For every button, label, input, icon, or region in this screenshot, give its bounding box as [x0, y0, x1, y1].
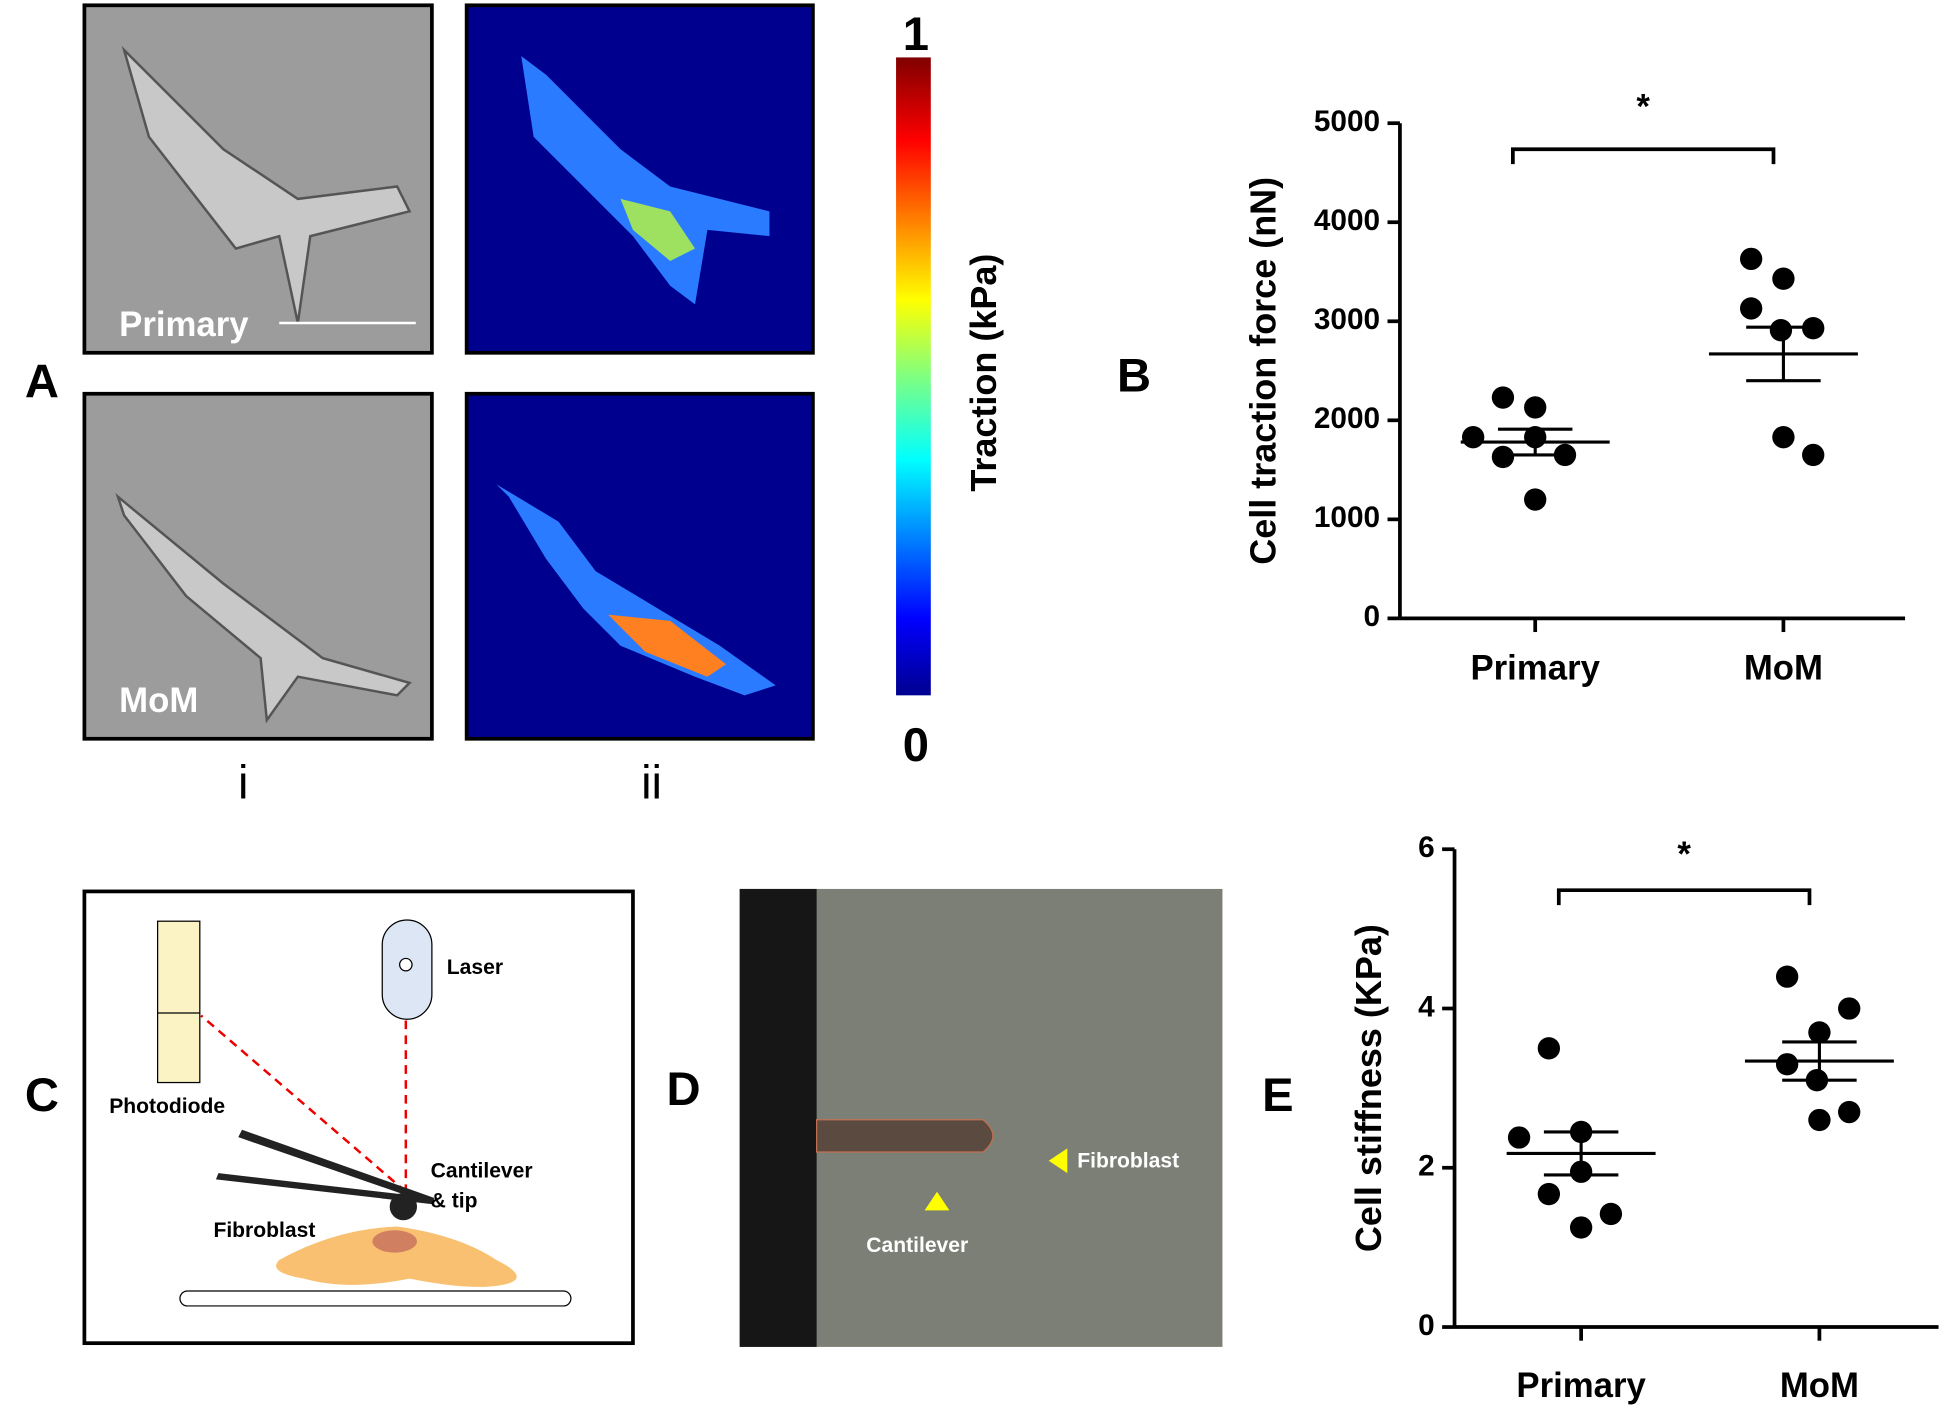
y-tick-label: 1000	[1314, 501, 1380, 534]
y-tick-label: 4000	[1314, 204, 1380, 237]
y-tick-label: 2000	[1314, 402, 1380, 435]
x-tick-label: MoM	[1744, 650, 1823, 688]
dot	[1769, 319, 1793, 342]
traction-hot	[608, 614, 727, 677]
dot	[1739, 247, 1763, 271]
dot	[1569, 1216, 1593, 1239]
cell	[121, 45, 412, 324]
dot	[1739, 297, 1763, 320]
dot	[1524, 396, 1547, 419]
laser-beam	[200, 1014, 407, 1193]
dot	[1524, 488, 1547, 511]
colorbar-title: Traction (kPa)	[963, 254, 1004, 492]
column-label: ii	[641, 755, 662, 808]
row-label: Primary	[119, 306, 249, 344]
x-tick-label: Primary	[1516, 1367, 1646, 1405]
diagram-label: Cantilever	[431, 1159, 533, 1182]
arrow	[1048, 1148, 1068, 1174]
cell	[115, 493, 412, 724]
y-tick-label: 2	[1418, 1150, 1435, 1183]
y-tick-label: 3000	[1314, 303, 1380, 336]
diagram-label: Photodiode	[109, 1095, 225, 1118]
dot	[1775, 1053, 1799, 1076]
dot	[1491, 386, 1515, 409]
y-tick-label: 5000	[1314, 105, 1380, 138]
panel-label: C	[25, 1068, 59, 1121]
diagram-label: & tip	[431, 1189, 478, 1212]
dot	[1838, 1100, 1861, 1124]
image-label: Cantilever	[866, 1234, 968, 1257]
dot	[1491, 445, 1515, 469]
column-label: i	[238, 755, 248, 808]
colorbar	[896, 57, 931, 696]
cantilever	[215, 1173, 435, 1205]
dot	[1772, 425, 1795, 449]
dot	[1507, 1126, 1531, 1149]
x-tick-label: MoM	[1780, 1367, 1859, 1405]
colorbar-min: 0	[903, 718, 929, 771]
tip	[389, 1193, 417, 1221]
arrow	[924, 1191, 950, 1211]
dot	[1802, 443, 1825, 467]
y-tick-label: 0	[1418, 1309, 1435, 1342]
diagram-label: Fibroblast	[213, 1219, 315, 1242]
traction-hot	[620, 198, 695, 261]
cantilever	[816, 1119, 994, 1153]
nucleus	[372, 1230, 417, 1253]
dot	[1772, 267, 1795, 290]
y-tick-label: 0	[1364, 600, 1381, 633]
substrate	[179, 1290, 572, 1307]
y-axis-label: Cell traction force (nN)	[1242, 177, 1283, 565]
panel-label: A	[25, 355, 59, 408]
diagram-label: Laser	[447, 956, 503, 979]
micrograph	[739, 888, 1223, 1347]
fibroblast	[276, 1226, 517, 1287]
dot	[1461, 425, 1485, 449]
traction-cell	[496, 484, 776, 696]
dot	[1838, 997, 1861, 1020]
photodiode	[156, 920, 201, 1084]
dot	[1775, 965, 1799, 988]
dot	[1537, 1182, 1561, 1206]
dot	[1808, 1108, 1831, 1132]
image-label: Fibroblast	[1077, 1150, 1179, 1173]
dot	[1808, 1021, 1831, 1044]
significance-mark: *	[1636, 89, 1650, 127]
row-label: MoM	[119, 682, 198, 720]
dot	[1599, 1202, 1623, 1226]
y-tick-label: 6	[1418, 831, 1435, 864]
significance-bracket	[1556, 888, 1812, 906]
laser-aperture	[399, 957, 413, 972]
x-tick-label: Primary	[1470, 650, 1600, 688]
significance-bracket	[1511, 147, 1776, 165]
panel-label: E	[1262, 1068, 1293, 1121]
panel-label: B	[1117, 348, 1151, 401]
panel-label: D	[666, 1062, 700, 1115]
significance-mark: *	[1677, 836, 1691, 874]
colorbar-max: 1	[903, 7, 929, 60]
dot	[1537, 1037, 1561, 1060]
shadow	[739, 888, 817, 1347]
y-tick-label: 4	[1418, 990, 1435, 1023]
cantilever	[238, 1129, 435, 1205]
y-axis-label: Cell stiffness (KPa)	[1348, 924, 1389, 1252]
traction-cell	[521, 56, 770, 305]
